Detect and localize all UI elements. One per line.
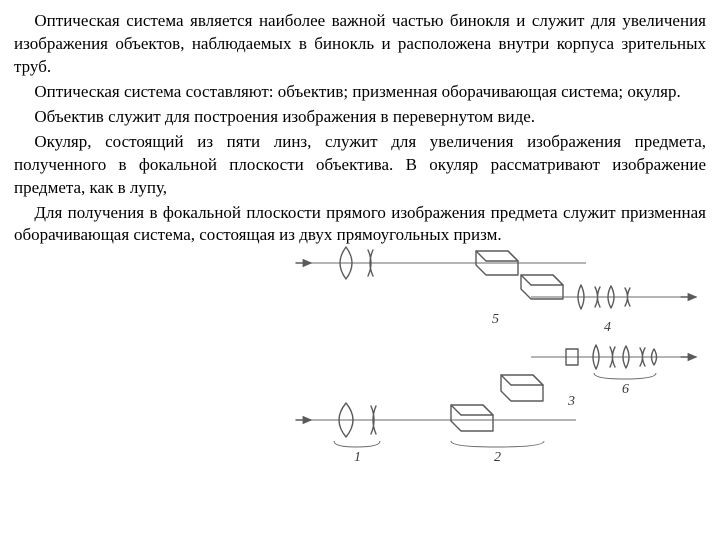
diagram-label-6: 6 bbox=[622, 382, 629, 397]
diagram-label-2: 2 bbox=[494, 450, 501, 465]
optical-diagram: 5 4 6 bbox=[276, 245, 706, 475]
document-page: { "paragraphs": { "p1": "Оптическая сист… bbox=[0, 0, 720, 480]
paragraph-5: Для получения в фокальной плоскости прям… bbox=[14, 202, 706, 248]
optical-diagram-container: 5 4 6 bbox=[14, 245, 706, 480]
paragraph-1: Оптическая система является наиболее важ… bbox=[14, 10, 706, 79]
paragraph-3: Объектив служит для построения изображен… bbox=[14, 106, 706, 129]
paragraph-4: Окуляр, состоящий из пяти линз, служит д… bbox=[14, 131, 706, 200]
diagram-label-1: 1 bbox=[354, 450, 361, 465]
paragraph-2: Оптическая система составляют: объектив;… bbox=[14, 81, 706, 104]
diagram-label-3: 3 bbox=[567, 394, 575, 409]
diagram-label-4: 4 bbox=[604, 320, 611, 335]
diagram-label-5: 5 bbox=[492, 312, 499, 327]
